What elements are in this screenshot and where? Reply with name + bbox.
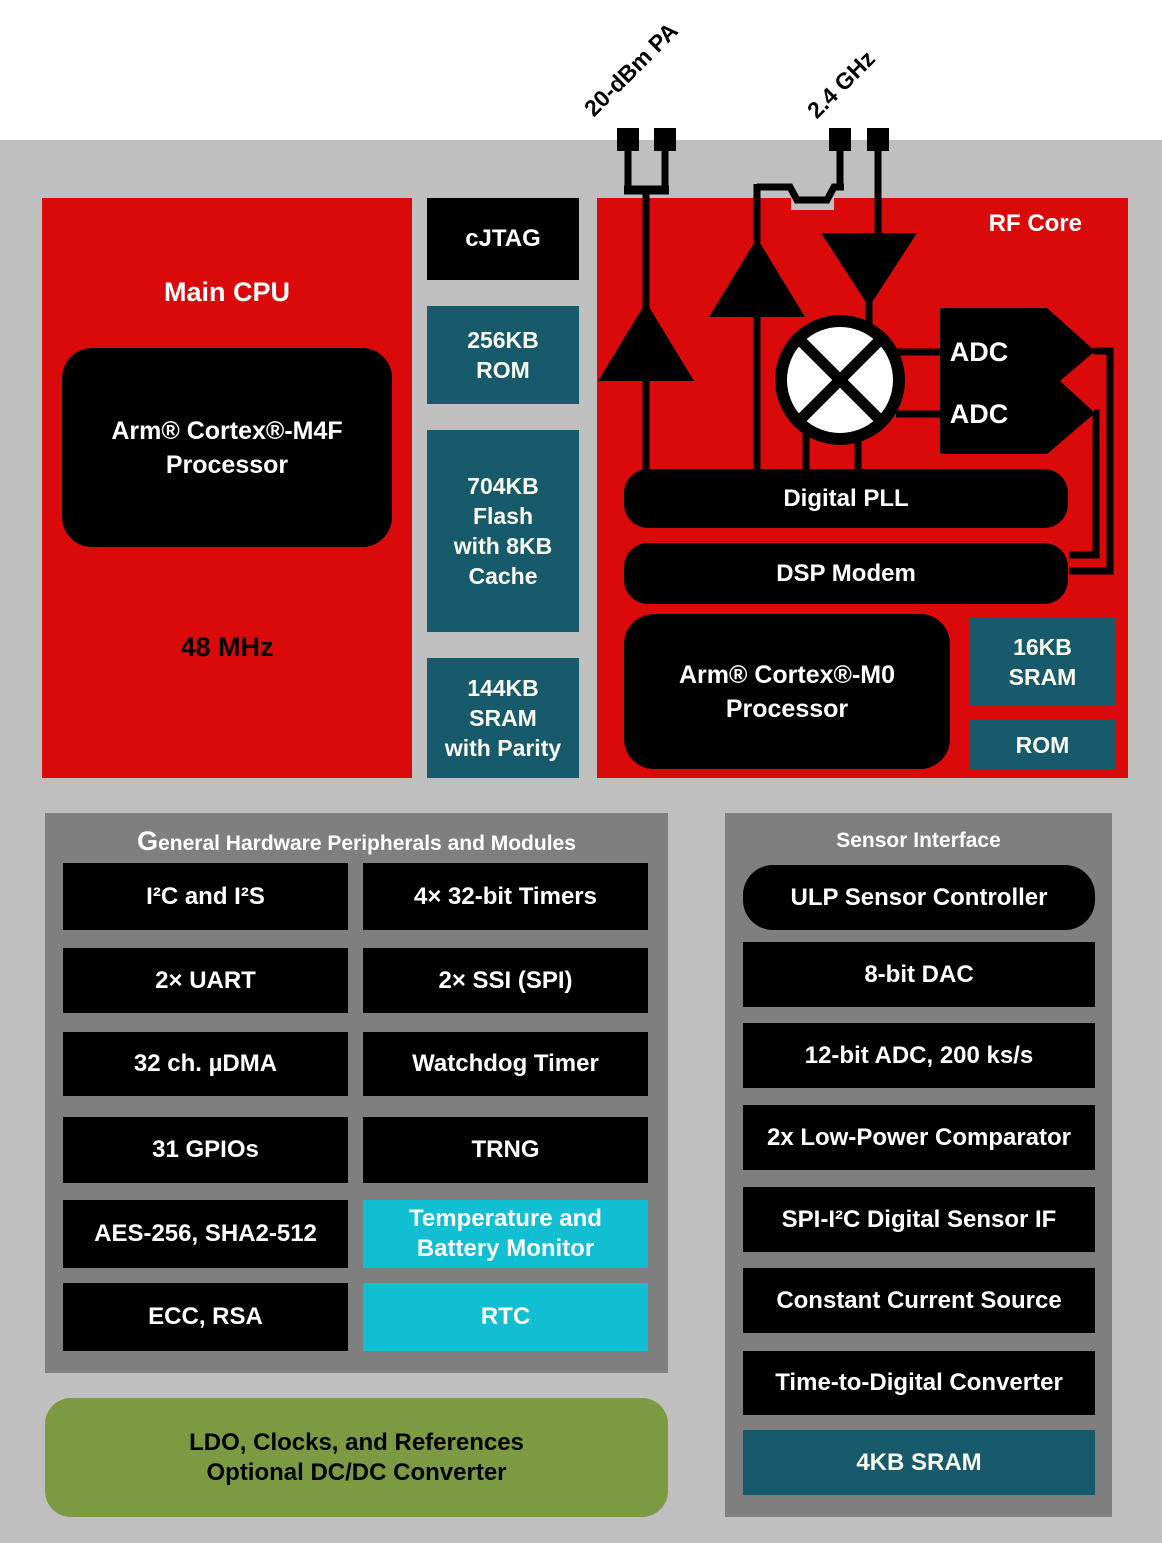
digital-pll-block: Digital PLL [624, 469, 1068, 528]
sensor-tdc: Time-to-Digital Converter [743, 1351, 1095, 1415]
peripheral-gpios: 31 GPIOs [63, 1117, 348, 1183]
peripheral-aes-sha: AES-256, SHA2-512 [63, 1200, 348, 1268]
rf-core-top-notch [791, 198, 834, 210]
peripheral-trng: TRNG [363, 1117, 648, 1183]
sensor-spi-i2c-if: SPI-I²C Digital Sensor IF [743, 1187, 1095, 1252]
peripheral-timers: 4× 32-bit Timers [363, 863, 648, 930]
pa-pins-label: 20-dBm PA [578, 17, 683, 122]
freq-pins-label: 2.4 GHz [801, 45, 880, 124]
peripheral-i2c-i2s: I²C and I²S [63, 863, 348, 930]
peripheral-rtc: RTC [363, 1283, 648, 1351]
cpu-frequency: 48 MHz [180, 632, 274, 662]
rf-core-title: RF Core [988, 210, 1082, 237]
sensor-dac: 8-bit DAC [743, 942, 1095, 1007]
sram-block: 144KB SRAM with Parity [427, 658, 579, 778]
rf-rom-block: ROM [970, 720, 1115, 769]
peripheral-watchdog: Watchdog Timer [363, 1032, 648, 1096]
main-cpu-title: Main CPU [163, 277, 290, 307]
peripheral-temp-battery-monitor: Temperature and Battery Monitor [363, 1200, 648, 1268]
cortex-m4f-processor: Arm® Cortex®-M4F Processor [62, 348, 392, 547]
sensor-sram: 4KB SRAM [743, 1430, 1095, 1495]
peripheral-uart: 2× UART [63, 948, 348, 1013]
sensor-current-source: Constant Current Source [743, 1268, 1095, 1333]
peripheral-ssi-spi: 2× SSI (SPI) [363, 948, 648, 1013]
rom-block: 256KB ROM [427, 306, 579, 404]
cortex-m0-processor: Arm® Cortex®-M0 Processor [624, 614, 950, 769]
peripherals-title: General Hardware Peripherals and Modules [137, 826, 576, 856]
peripheral-udma: 32 ch. µDMA [63, 1032, 348, 1096]
sensor-comparator: 2x Low-Power Comparator [743, 1105, 1095, 1170]
flash-block: 704KB Flash with 8KB Cache [427, 430, 579, 632]
rf-sram-block: 16KB SRAM [970, 618, 1115, 706]
sensor-ulp-controller: ULP Sensor Controller [743, 865, 1095, 930]
cjtag-block: cJTAG [427, 198, 579, 280]
peripheral-ecc-rsa: ECC, RSA [63, 1283, 348, 1351]
dsp-modem-block: DSP Modem [624, 543, 1068, 604]
power-ldo-block: LDO, Clocks, and References Optional DC/… [45, 1398, 668, 1517]
sensor-interface-title: Sensor Interface [836, 829, 1001, 852]
sensor-adc: 12-bit ADC, 200 ks/s [743, 1023, 1095, 1088]
